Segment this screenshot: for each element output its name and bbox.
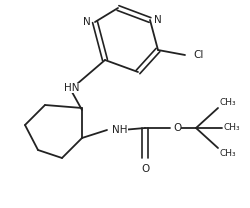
Text: CH₃: CH₃ [220, 149, 236, 158]
Text: O: O [141, 164, 149, 174]
Text: NH: NH [112, 125, 128, 135]
Text: Cl: Cl [193, 50, 203, 60]
Text: HN: HN [64, 83, 80, 93]
Text: N: N [83, 17, 91, 27]
Text: N: N [154, 15, 162, 25]
Text: CH₃: CH₃ [224, 124, 240, 132]
Text: O: O [173, 123, 181, 133]
Text: CH₃: CH₃ [220, 98, 236, 107]
